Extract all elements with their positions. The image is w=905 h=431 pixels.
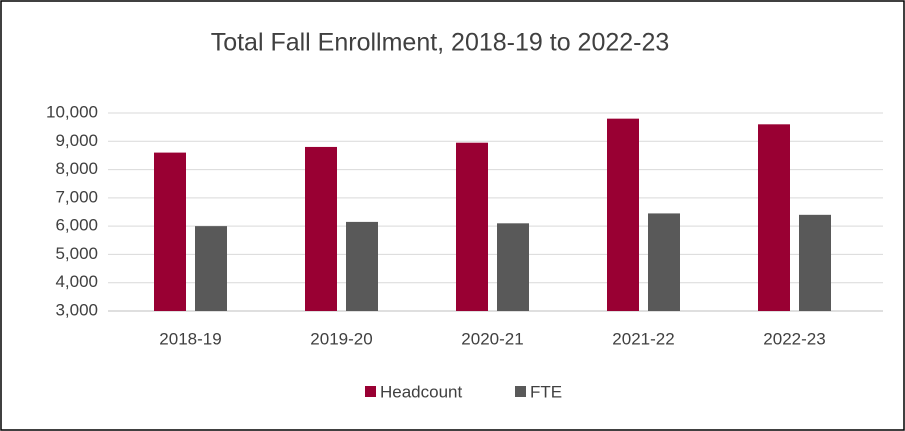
x-tick-label: 2019-20 (310, 329, 372, 348)
bar (195, 226, 227, 311)
bar (799, 214, 831, 311)
legend-label: FTE (530, 382, 562, 401)
bar (648, 213, 680, 311)
bar (456, 142, 488, 311)
y-tick-label: 5,000 (55, 244, 98, 263)
y-tick-label: 7,000 (55, 187, 98, 206)
x-tick-label: 2022-23 (763, 329, 825, 348)
legend-swatch (515, 386, 526, 397)
y-tick-label: 3,000 (55, 300, 98, 319)
y-tick-label: 10,000 (46, 102, 98, 121)
y-tick-label: 6,000 (55, 216, 98, 235)
legend-swatch (365, 386, 376, 397)
y-tick-label: 9,000 (55, 131, 98, 150)
bar (758, 124, 790, 311)
chart-title: Total Fall Enrollment, 2018-19 to 2022-2… (211, 29, 670, 57)
bar (346, 221, 378, 311)
y-tick-label: 4,000 (55, 272, 98, 291)
bar (305, 146, 337, 311)
x-tick-label: 2020-21 (461, 329, 523, 348)
bar (154, 152, 186, 311)
bar (497, 223, 529, 311)
x-tick-label: 2018-19 (159, 329, 221, 348)
legend-label: Headcount (380, 382, 463, 401)
bar (607, 118, 639, 312)
x-tick-label: 2021-22 (612, 329, 674, 348)
y-tick-label: 8,000 (55, 159, 98, 178)
